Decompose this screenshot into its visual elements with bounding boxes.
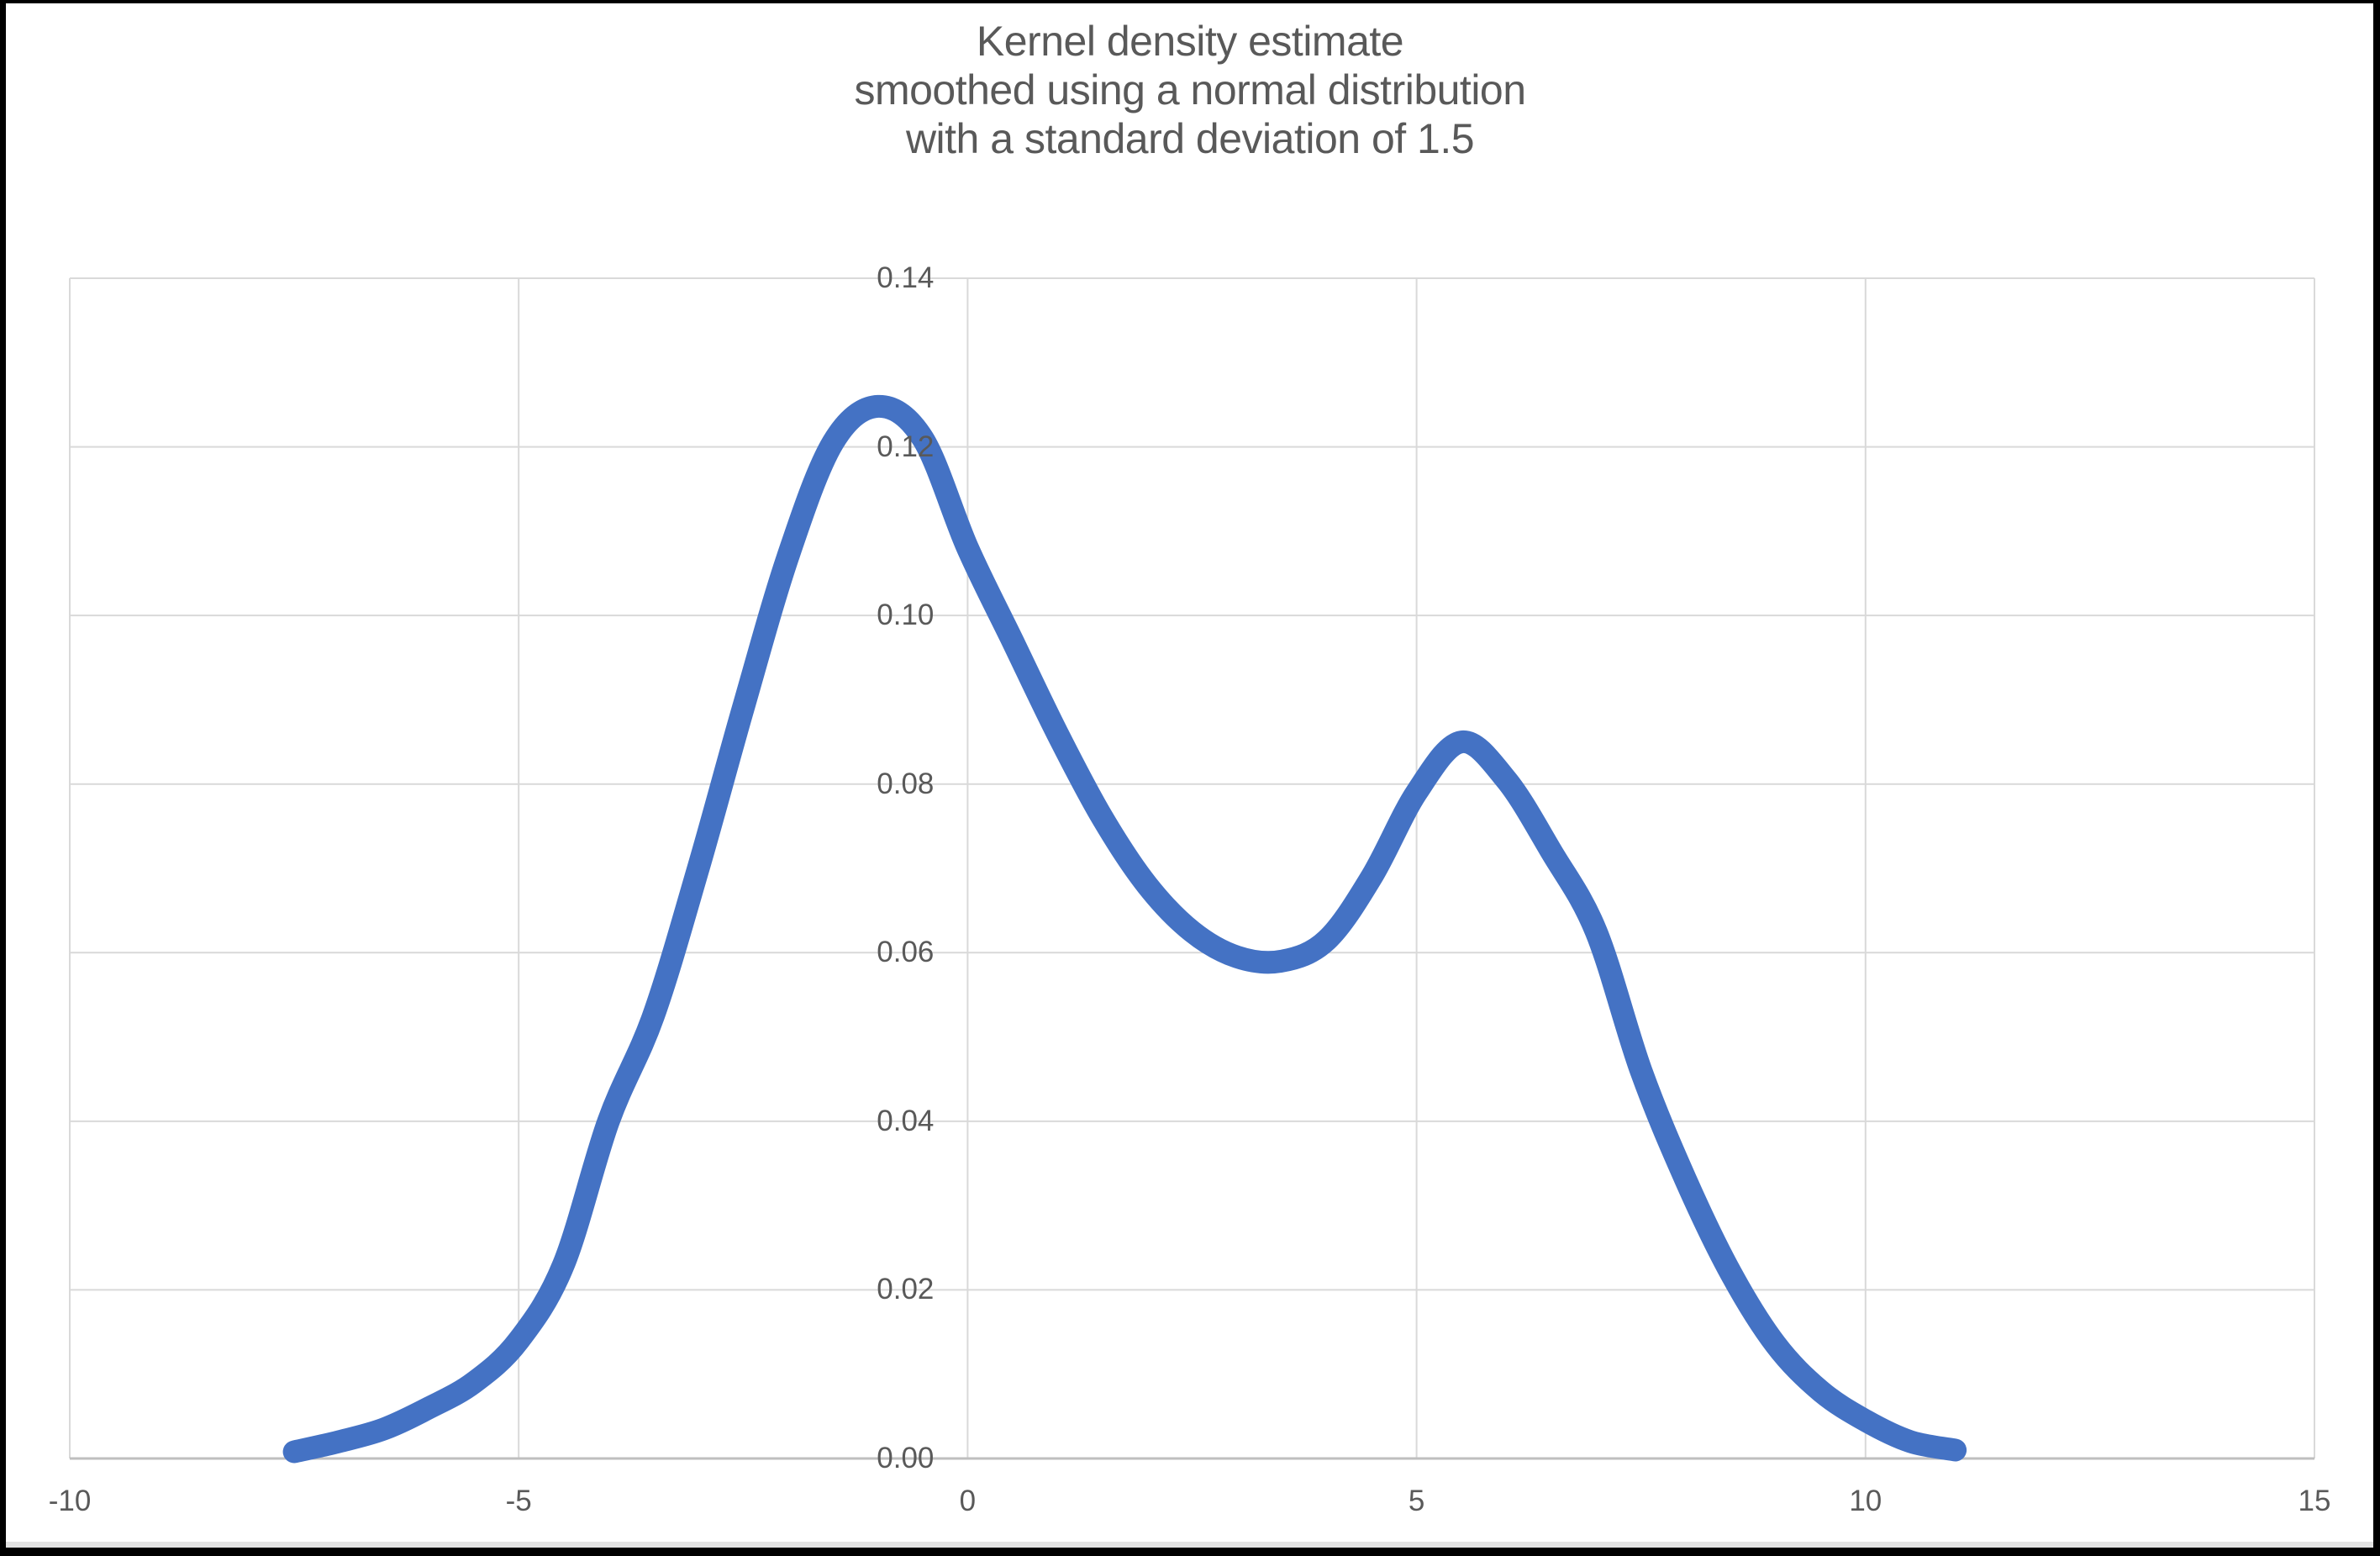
y-tick-label-0.12: 0.12 — [877, 430, 935, 463]
bottom-gray-strip — [6, 1542, 2373, 1548]
y-tick-label-0.08: 0.08 — [877, 767, 935, 800]
x-tick-label-15: 15 — [2298, 1485, 2331, 1517]
frame-border-top — [0, 0, 2380, 3]
y-tick-label-0.14: 0.14 — [877, 261, 935, 294]
chart-title: Kernel density estimate smoothed using a… — [0, 17, 2380, 163]
x-tick-label--5: -5 — [505, 1485, 532, 1517]
chart-title-line-2: smoothed using a normal distribution — [854, 66, 1526, 113]
kde-curve-group — [282, 394, 1967, 1464]
x-tick-label-0: 0 — [959, 1485, 977, 1517]
frame-border-right — [2373, 0, 2380, 1556]
gridlines — [69, 277, 2315, 1460]
kde-curve — [282, 394, 1967, 1464]
y-tick-label-0.02: 0.02 — [877, 1273, 935, 1306]
y-tick-label-0.04: 0.04 — [877, 1104, 935, 1137]
y-tick-label-0.06: 0.06 — [877, 936, 935, 969]
x-tick-label-5: 5 — [1408, 1485, 1425, 1517]
chart-title-line-1: Kernel density estimate — [976, 18, 1404, 65]
frame-border-left — [0, 0, 6, 1556]
y-tick-label-0.00: 0.00 — [877, 1442, 935, 1474]
chart-title-line-3: with a standard deviation of 1.5 — [905, 115, 1475, 162]
x-tick-label-10: 10 — [1849, 1485, 1882, 1517]
frame-border-bottom — [0, 1548, 2380, 1556]
x-tick-label--10: -10 — [48, 1485, 92, 1517]
y-tick-label-0.10: 0.10 — [877, 599, 935, 632]
